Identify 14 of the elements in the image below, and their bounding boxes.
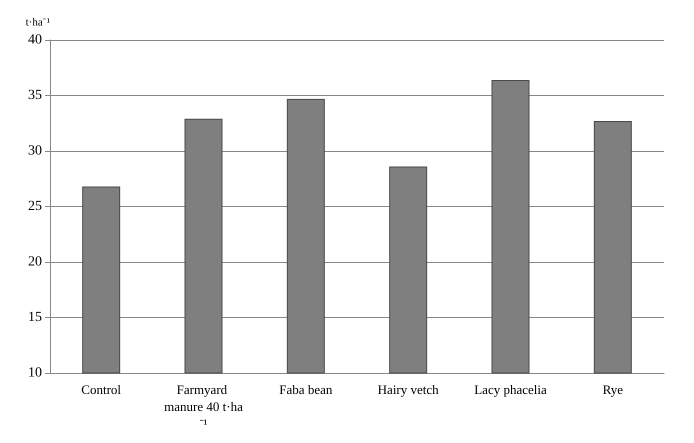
y-tick-label: 35 (28, 88, 42, 103)
x-tick-label: Hairy vetch (378, 382, 440, 397)
y-tick-label: 40 (28, 32, 42, 48)
x-tick-label: Rye (602, 382, 624, 397)
x-tick-label: Farmyard manure 40 t·ha⁻¹ (164, 382, 244, 431)
x-tick-label: Faba bean (279, 382, 333, 397)
x-tick-label: Control (81, 382, 122, 397)
y-tick-label: 30 (28, 144, 42, 158)
y-axis-title: t·ha⁻¹ (26, 16, 50, 28)
y-tick-label: 10 (28, 366, 42, 380)
x-tick-label: Lacy phacelia (474, 382, 547, 397)
y-tick-label: 25 (28, 199, 42, 214)
y-tick-label: 20 (28, 254, 42, 270)
y-tick-label: 15 (28, 310, 42, 325)
